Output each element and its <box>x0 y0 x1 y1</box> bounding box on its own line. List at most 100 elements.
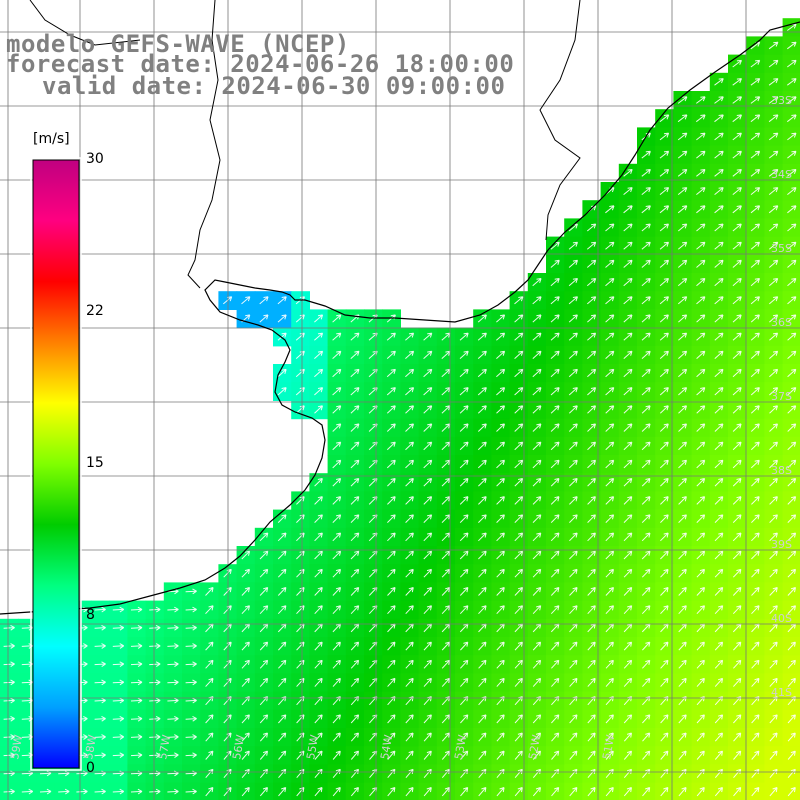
wind-arrow <box>787 314 797 323</box>
wind-arrow <box>787 714 796 724</box>
wind-arrow <box>568 350 578 359</box>
wind-arrow <box>387 496 396 505</box>
wind-arrow <box>769 459 778 469</box>
wind-arrow <box>568 314 578 323</box>
wind-arrow <box>733 659 742 669</box>
wind-arrow <box>787 59 797 68</box>
wind-arrow <box>678 587 687 596</box>
wind-arrow <box>314 314 324 323</box>
wind-arrow <box>660 677 669 687</box>
wind-arrow <box>441 677 451 687</box>
wind-arrow <box>659 187 670 195</box>
wind-arrow <box>332 478 342 487</box>
wind-arrow <box>185 734 197 740</box>
border-line <box>187 0 221 289</box>
wind-arrow <box>714 659 724 669</box>
wind-arrow <box>642 641 651 651</box>
wind-arrow <box>660 532 669 542</box>
wind-arrow <box>387 605 396 615</box>
wind-arrow <box>696 568 705 578</box>
wind-arrow <box>350 677 360 687</box>
wind-arrow <box>659 314 669 323</box>
wind-arrow <box>787 787 796 797</box>
wind-arrow <box>405 568 414 578</box>
wind-arrow <box>696 514 706 523</box>
wind-arrow <box>750 223 760 232</box>
wind-arrow <box>714 78 724 86</box>
wind-arrow <box>532 332 542 341</box>
wind-arrow <box>678 641 687 651</box>
wind-arrow <box>678 532 687 542</box>
wind-arrow <box>478 568 487 578</box>
wind-arrow <box>768 169 779 177</box>
wind-arrow <box>405 405 414 414</box>
wind-arrow <box>496 405 505 414</box>
wind-arrow <box>550 259 560 268</box>
wind-arrow <box>750 78 761 86</box>
wind-arrow <box>3 752 15 759</box>
wind-arrow <box>696 732 705 742</box>
wind-arrow <box>514 405 524 414</box>
wind-arrow <box>459 350 469 359</box>
wind-arrow <box>714 732 723 742</box>
wind-arrow <box>769 332 779 341</box>
wind-arrow <box>641 478 651 487</box>
wind-arrow <box>659 368 669 378</box>
wind-arrow <box>732 387 742 396</box>
wind-arrow <box>787 78 797 86</box>
wind-arrow <box>750 332 760 341</box>
wind-arrow <box>659 114 670 123</box>
wind-arrow <box>423 368 433 378</box>
wind-arrow <box>477 405 487 414</box>
wind-arrow <box>259 314 269 323</box>
wind-arrow <box>550 568 560 578</box>
wind-arrow <box>587 659 596 669</box>
wind-arrow <box>112 734 125 740</box>
wind-arrow <box>751 514 760 523</box>
wind-arrow <box>130 606 143 613</box>
wind-arrow <box>550 368 560 378</box>
wind-arrow <box>277 514 287 523</box>
wind-arrow <box>332 677 341 687</box>
wind-arrow <box>223 568 232 578</box>
wind-arrow <box>732 350 742 359</box>
wind-arrow <box>678 387 688 396</box>
wind-arrow <box>459 332 469 341</box>
wind-arrow <box>514 641 523 651</box>
wind-arrow <box>769 550 778 560</box>
wind-arrow <box>496 550 505 560</box>
wind-arrow <box>423 332 433 341</box>
wind-arrow <box>332 732 341 742</box>
wind-arrow <box>696 677 705 687</box>
wind-arrow <box>769 478 778 487</box>
wind-arrow <box>205 750 214 760</box>
wind-arrow <box>569 587 578 596</box>
wind-arrow <box>768 187 779 195</box>
wind-arrow <box>496 568 505 578</box>
wind-arrow <box>405 332 415 341</box>
wind-arrow <box>478 787 487 797</box>
wind-arrow <box>787 750 796 760</box>
wind-arrow <box>350 750 359 760</box>
wind-arrow <box>623 205 633 214</box>
wind-arrow <box>314 605 323 615</box>
wind-arrow <box>405 459 414 469</box>
wind-arrow <box>514 496 524 505</box>
wind-arrow <box>605 205 615 214</box>
wind-arrow <box>677 132 688 141</box>
wind-arrow <box>751 750 760 760</box>
wind-arrow <box>605 568 614 578</box>
wind-arrow <box>769 732 778 742</box>
wind-arrow <box>787 641 796 651</box>
wind-arrow <box>587 750 596 760</box>
wind-arrow <box>3 734 15 740</box>
wind-arrow <box>423 423 433 432</box>
wind-arrow <box>551 641 560 651</box>
wind-arrow <box>350 532 360 542</box>
wind-arrow <box>223 659 232 669</box>
wind-arrow <box>660 641 669 651</box>
wind-arrow <box>586 223 597 232</box>
wind-arrow <box>696 241 706 250</box>
